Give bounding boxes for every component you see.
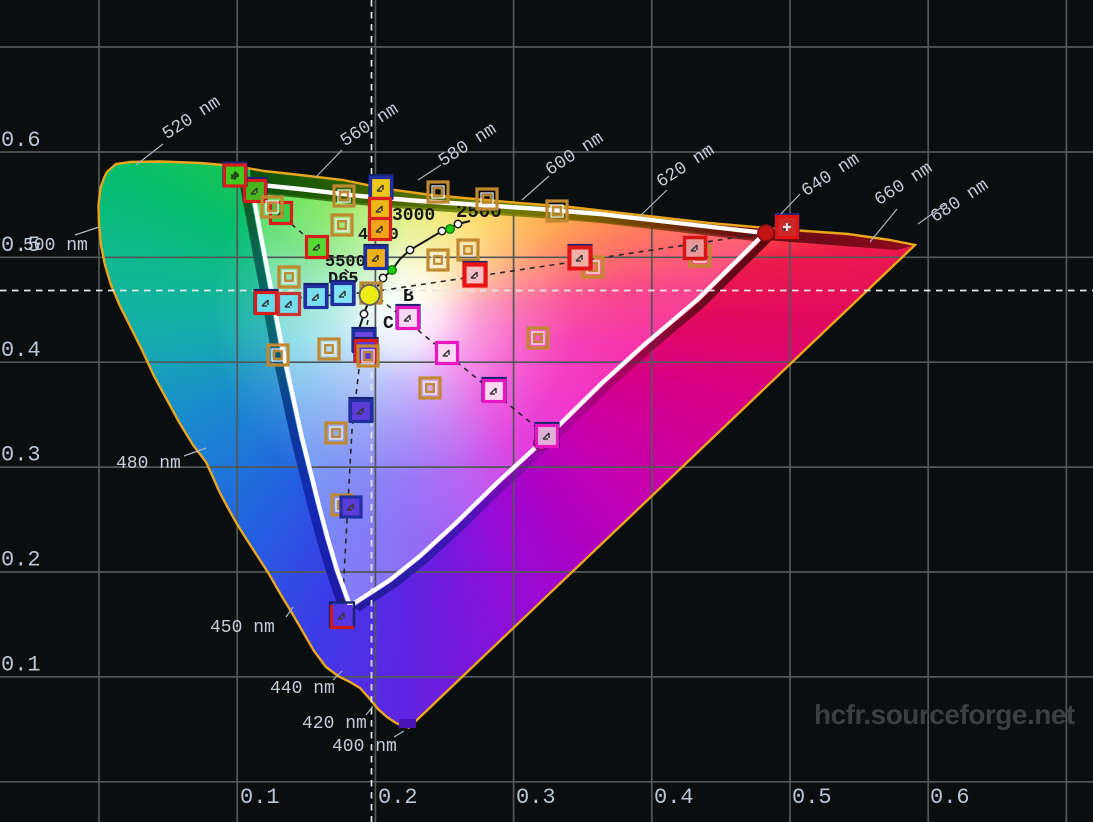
svg-text:0.2: 0.2 <box>378 785 418 810</box>
svg-text:0.5: 0.5 <box>792 785 832 810</box>
svg-text:0.3: 0.3 <box>1 443 41 468</box>
svg-text:0.5: 0.5 <box>1 233 41 258</box>
svg-text:5500: 5500 <box>325 253 366 272</box>
svg-text:450 nm: 450 nm <box>210 618 275 638</box>
svg-text:400 nm: 400 nm <box>332 737 397 757</box>
svg-text:0.2: 0.2 <box>1 548 41 573</box>
svg-text:0.3: 0.3 <box>516 785 556 810</box>
svg-text:0.1: 0.1 <box>1 652 41 677</box>
svg-text:3000: 3000 <box>392 206 435 226</box>
svg-text:600 nm: 600 nm <box>542 129 607 181</box>
svg-text:620 nm: 620 nm <box>653 141 718 193</box>
svg-text:0.6: 0.6 <box>1 128 41 153</box>
svg-text:560 nm: 560 nm <box>337 100 402 152</box>
svg-text:660 nm: 660 nm <box>871 159 936 211</box>
svg-text:520 nm: 520 nm <box>159 93 224 145</box>
svg-text:hcfr.sourceforge.net: hcfr.sourceforge.net <box>814 699 1075 730</box>
svg-text:480 nm: 480 nm <box>116 454 181 474</box>
svg-text:680 nm: 680 nm <box>927 176 992 228</box>
svg-text:0.4: 0.4 <box>1 338 41 363</box>
svg-text:0.1: 0.1 <box>240 785 280 810</box>
svg-text:580 nm: 580 nm <box>435 120 500 172</box>
svg-text:640 nm: 640 nm <box>798 150 863 202</box>
svg-text:0.4: 0.4 <box>654 785 694 810</box>
svg-text:B: B <box>403 287 414 307</box>
svg-text:420 nm: 420 nm <box>302 714 367 734</box>
svg-text:0.6: 0.6 <box>930 785 970 810</box>
svg-text:C: C <box>383 314 394 334</box>
svg-text:440 nm: 440 nm <box>270 679 335 699</box>
svg-text:500 nm: 500 nm <box>23 236 88 256</box>
